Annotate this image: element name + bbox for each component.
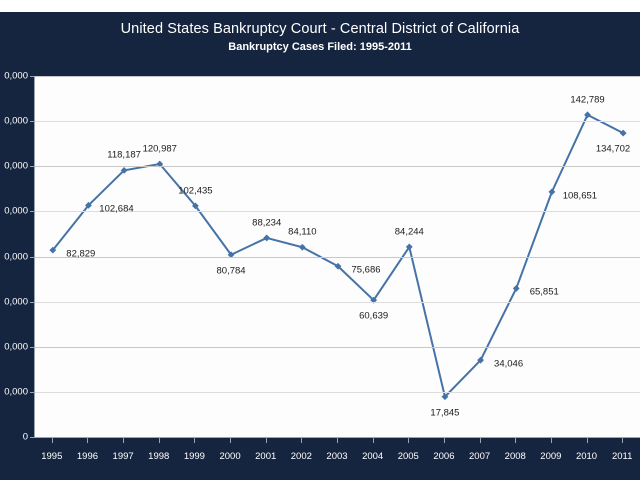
x-tick-label: 2009 [540,451,562,462]
y-tick-label: 0,000 [4,251,28,262]
x-tick-mark [265,438,267,443]
x-tick-label: 2008 [504,451,526,462]
x-tick-mark [408,438,410,443]
x-tick-mark [158,438,160,443]
data-point-marker [334,262,342,270]
chart-header: United States Bankruptcy Court - Central… [0,20,640,55]
y-tick-mark [30,391,34,393]
data-point-marker [156,160,164,168]
gridline [35,301,640,303]
y-tick-label: 0,000 [4,205,28,217]
x-tick-label: 2004 [362,451,384,462]
x-tick-label: 1995 [41,451,63,462]
gridline [35,211,640,213]
data-point-marker [477,356,484,364]
x-tick-label: 1999 [183,451,205,462]
x-tick-label: 2006 [433,451,455,462]
x-tick-mark [479,438,481,443]
x-tick-mark [230,438,232,443]
x-tick-mark [622,438,624,443]
x-tick-mark [586,438,588,443]
x-tick-mark [337,438,338,443]
x-tick-label: 2001 [255,451,277,462]
data-point-marker [49,246,57,254]
data-point-marker [120,166,128,174]
x-tick-label: 2002 [290,451,312,462]
y-tick-label: 0,000 [4,70,28,82]
y-tick-mark [30,437,34,438]
x-tick-label: 2003 [326,451,348,462]
plot-area: 82,829 102,684 118,187 120,987 102,435 80,784… [34,76,640,437]
y-tick-mark [30,121,34,123]
x-tick-label: 2011 [611,451,633,462]
data-point-marker [227,251,235,259]
x-tick-label: 1996 [76,451,99,462]
data-point-marker [85,201,92,209]
y-tick-label: 0,000 [4,115,28,127]
x-tick-mark [372,438,374,443]
x-axis-line [34,437,640,438]
y-tick-label: 0,000 [4,386,28,398]
chart-subtitle: Bankruptcy Cases Filed: 1995-2011 [228,41,412,53]
y-tick-mark [30,166,34,168]
x-tick-mark [87,438,89,443]
y-tick-label: 0,000 [4,341,28,353]
y-tick-mark [30,346,34,348]
x-axis: 1995 1996 1997 1998 1999 2000 2001 2002 2003 2004… [34,437,640,480]
x-tick-label: 1998 [148,451,170,462]
y-axis: 0 0,000 0,000 0,000 0,000 0,000 0,000 0,000 0,00… [0,71,34,443]
y-tick-mark [30,256,34,258]
y-tick-mark [30,211,34,213]
x-tick-mark [550,438,552,443]
gridline [35,166,640,168]
chart-title: United States Bankruptcy Court - Central… [120,21,520,37]
y-tick-mark [30,301,34,303]
data-point-marker [298,243,306,251]
x-tick-mark [515,438,517,443]
x-tick-label: 2007 [469,451,491,462]
y-tick-label: 0 [22,431,28,443]
x-tick-label: 2010 [575,451,598,462]
x-tick-label: 2005 [397,451,419,462]
x-tick-mark [123,438,125,443]
x-tick-label: 2000 [219,451,241,462]
gridline [35,76,640,77]
data-point-marker [619,129,627,137]
data-point-marker [512,285,520,292]
x-tick-mark [301,438,303,443]
data-point-marker [584,111,591,119]
gridline [35,121,640,123]
data-point-marker [263,234,271,242]
y-tick-label: 0,000 [4,296,28,308]
line-series [49,111,627,401]
y-tick-mark [30,76,34,77]
gridline [35,256,640,258]
gridline [35,346,640,348]
x-tick-label: 1997 [112,451,134,462]
gridline [35,391,640,393]
x-tick-mark [194,438,196,443]
data-point-marker [441,393,449,401]
data-point-marker [192,202,199,210]
x-tick-mark [51,438,53,443]
data-point-marker [548,188,556,196]
x-tick-mark [443,438,445,443]
y-tick-label: 0,000 [4,160,28,172]
data-point-marker [405,243,413,251]
